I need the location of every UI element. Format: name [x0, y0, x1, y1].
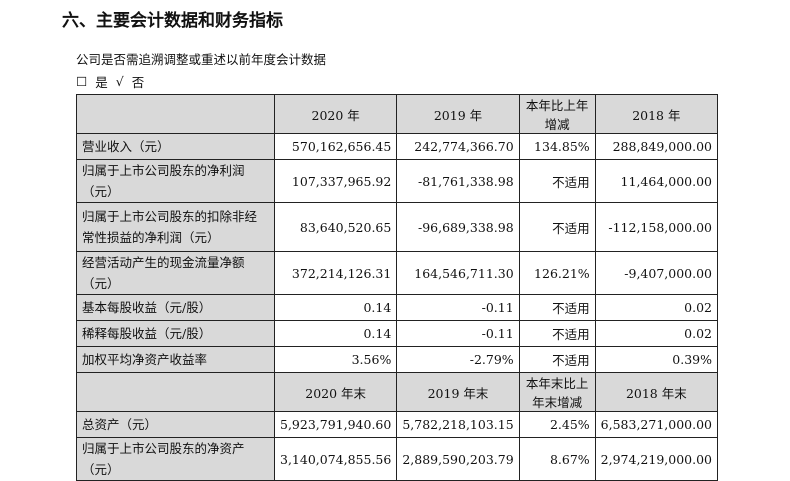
column-header [76, 372, 275, 412]
cell-value: 372,214,126.31 [273, 251, 398, 295]
option-no: 否 [131, 75, 145, 90]
table-row: 归属于上市公司股东的净资产（元） 3,140,074,855.56 2,889,59… [76, 437, 719, 481]
cell-value: 83,640,520.65 [273, 202, 398, 252]
column-header: 2020 年末 [273, 372, 398, 412]
column-header: 2019 年 [396, 94, 520, 134]
cell-value: 288,849,000.00 [594, 133, 719, 160]
cell-value: 134.85% [518, 133, 596, 160]
row-label: 经营活动产生的现金流量净额（元） [76, 251, 275, 295]
cell-value: 0.02 [594, 320, 719, 347]
section-title: 六、主要会计数据和财务指标 [62, 11, 283, 31]
cell-value: -112,158,000.00 [594, 202, 719, 252]
table-row: 总资产（元） 5,923,791,940.60 5,782,218,103.15 2.… [76, 411, 719, 438]
cell-value: 5,782,218,103.15 [396, 411, 520, 438]
header-row: 2020 年末 2019 年末 本年末比上年末增减 2018 年末 [76, 372, 719, 412]
cell-value: -9,407,000.00 [594, 251, 719, 295]
cell-value: 0.14 [273, 320, 398, 347]
cell-value: 8.67% [518, 437, 596, 481]
cell-value: 5,923,791,940.60 [273, 411, 398, 438]
restatement-options: ☐ 是 √ 否 [76, 72, 144, 91]
column-header: 2018 年 [594, 94, 719, 134]
cell-value: 0.02 [594, 294, 719, 321]
column-header: 本年末比上年末增减 [518, 372, 596, 412]
row-label: 基本每股收益（元/股） [76, 294, 275, 321]
cell-value: 3.56% [273, 346, 398, 373]
cell-value: 不适用 [518, 320, 596, 347]
cell-value: 126.21% [518, 251, 596, 295]
table-row: 归属于上市公司股东的净利润（元） 107,337,965.92 -81,761,33… [76, 159, 719, 203]
checkbox-empty-icon: ☐ [76, 74, 88, 89]
row-label: 营业收入（元） [76, 133, 275, 160]
cell-value: -81,761,338.98 [396, 159, 520, 203]
cell-value: -0.11 [396, 294, 520, 321]
cell-value: 6,583,271,000.00 [594, 411, 719, 438]
option-yes: 是 [95, 75, 108, 90]
cell-value: 11,464,000.00 [594, 159, 719, 203]
row-label: 加权平均净资产收益率 [76, 346, 275, 373]
cell-value: 242,774,366.70 [396, 133, 520, 160]
cell-value: 164,546,711.30 [396, 251, 520, 295]
row-label: 稀释每股收益（元/股） [76, 320, 275, 347]
column-header: 本年比上年增减 [518, 94, 596, 134]
row-label: 归属于上市公司股东的净资产（元） [76, 437, 275, 481]
table-row: 经营活动产生的现金流量净额（元） 372,214,126.31 164,546,71… [76, 251, 719, 295]
table-row: 基本每股收益（元/股） 0.14 -0.11 不适用 0.02 [76, 294, 719, 321]
cell-value: 2,974,219,000.00 [594, 437, 719, 481]
financial-data-table: 2020 年 2019 年本年比上年增减 2018 年营业收入（元） 570,162,… [76, 94, 719, 481]
cell-value: 107,337,965.92 [273, 159, 398, 203]
row-label: 归属于上市公司股东的扣除非经常性损益的净利润（元） [76, 202, 275, 252]
checkmark-icon: √ [115, 74, 124, 89]
cell-value: 不适用 [518, 346, 596, 373]
cell-value: 3,140,074,855.56 [273, 437, 398, 481]
cell-value: 570,162,656.45 [273, 133, 398, 160]
column-header [76, 94, 275, 134]
column-header: 2019 年末 [396, 372, 520, 412]
cell-value: 不适用 [518, 294, 596, 321]
cell-value: 0.14 [273, 294, 398, 321]
table-row: 稀释每股收益（元/股） 0.14 -0.11 不适用 0.02 [76, 320, 719, 347]
cell-value: -96,689,338.98 [396, 202, 520, 252]
table-row: 归属于上市公司股东的扣除非经常性损益的净利润（元） 83,640,520.65 -9… [76, 202, 719, 252]
column-header: 2020 年 [273, 94, 398, 134]
cell-value: 2,889,590,203.79 [396, 437, 520, 481]
cell-value: -2.79% [396, 346, 520, 373]
cell-value: 不适用 [518, 159, 596, 203]
table-row: 营业收入（元） 570,162,656.45 242,774,366.70 134.8… [76, 133, 719, 160]
table-row: 加权平均净资产收益率 3.56% -2.79% 不适用 0.39% [76, 346, 719, 373]
column-header: 2018 年末 [594, 372, 719, 412]
restatement-question: 公司是否需追溯调整或重述以前年度会计数据 [76, 52, 327, 67]
cell-value: 2.45% [518, 411, 596, 438]
header-row: 2020 年 2019 年本年比上年增减 2018 年 [76, 94, 719, 134]
row-label: 总资产（元） [76, 411, 275, 438]
cell-value: 不适用 [518, 202, 596, 252]
cell-value: 0.39% [594, 346, 719, 373]
cell-value: -0.11 [396, 320, 520, 347]
row-label: 归属于上市公司股东的净利润（元） [76, 159, 275, 203]
